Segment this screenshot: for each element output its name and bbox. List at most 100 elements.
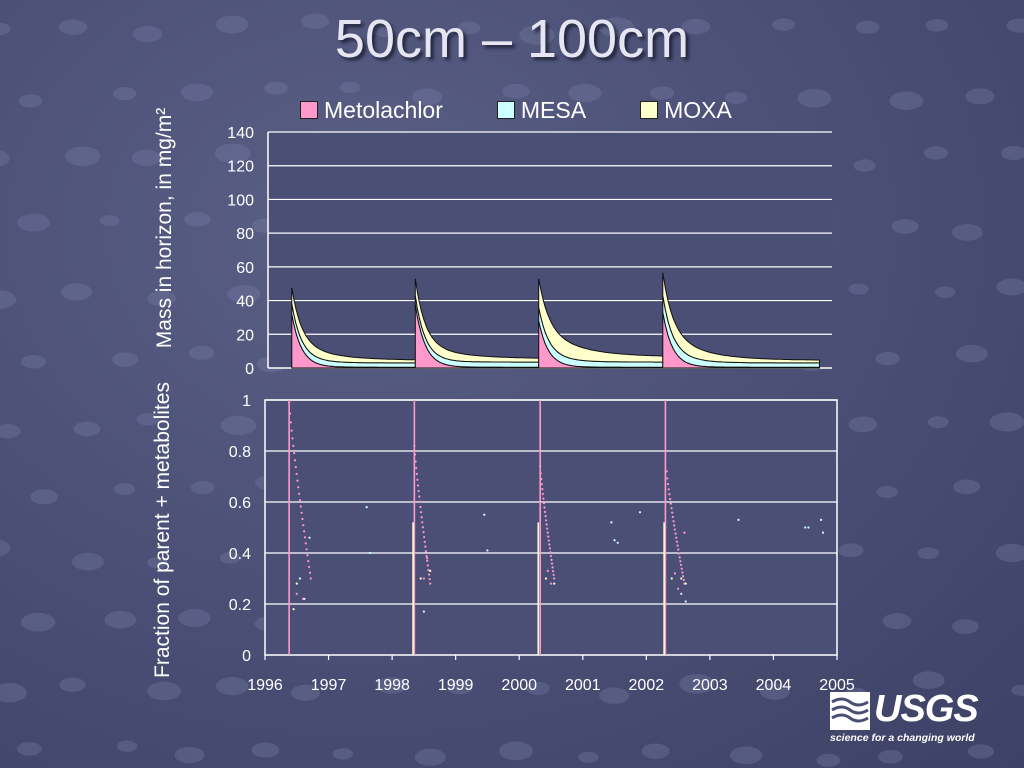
point-mesa bbox=[680, 592, 683, 595]
point-metolachlor bbox=[426, 564, 429, 567]
background-dot bbox=[0, 423, 21, 439]
point-metolachlor bbox=[289, 421, 292, 424]
top-ytick-label: 60 bbox=[236, 260, 254, 277]
background-dot bbox=[104, 610, 137, 629]
top-ytick-label: 80 bbox=[236, 226, 254, 243]
background-dot bbox=[17, 213, 50, 232]
bottom-xtick-label: 2002 bbox=[629, 677, 665, 694]
background-dot bbox=[816, 753, 841, 767]
top-ytick-label: 140 bbox=[227, 125, 254, 142]
background-dot bbox=[917, 547, 940, 560]
background-dot bbox=[889, 91, 924, 111]
background-dot bbox=[996, 278, 1024, 296]
background-dot bbox=[412, 88, 443, 106]
bottom-xtick-label: 1998 bbox=[374, 677, 410, 694]
point-metolachlor bbox=[423, 540, 426, 543]
bottom-xtick-label: 2003 bbox=[692, 677, 728, 694]
point-metolachlor bbox=[416, 484, 420, 487]
point-metolachlor bbox=[425, 554, 428, 558]
background-dot bbox=[891, 219, 919, 234]
legend-swatch-mesa bbox=[496, 101, 515, 119]
point-moxa bbox=[680, 577, 683, 580]
point-metolachlor bbox=[549, 582, 553, 585]
background-dot bbox=[989, 412, 1024, 432]
point-metolachlor bbox=[676, 544, 679, 547]
point-mesa bbox=[298, 577, 302, 580]
point-metolachlor bbox=[549, 551, 552, 554]
background-dot bbox=[927, 416, 949, 429]
background-dot bbox=[1000, 145, 1024, 161]
bottom-plot-border bbox=[264, 399, 838, 656]
point-metolachlor bbox=[300, 511, 303, 514]
top-ytick-label: 120 bbox=[227, 159, 254, 176]
background-dot bbox=[568, 83, 602, 103]
background-dot bbox=[925, 19, 949, 32]
point-moxa bbox=[544, 577, 548, 580]
point-mesa bbox=[820, 518, 823, 521]
point-metolachlor bbox=[422, 577, 425, 580]
point-metolachlor bbox=[293, 452, 296, 455]
point-metolachlor bbox=[302, 524, 305, 527]
point-metolachlor bbox=[677, 552, 681, 555]
background-dot bbox=[498, 741, 534, 761]
point-metolachlor bbox=[420, 516, 423, 519]
background-dot bbox=[21, 612, 56, 632]
background-dot bbox=[0, 683, 27, 703]
point-metolachlor bbox=[677, 587, 680, 590]
usgs-word: USGS bbox=[874, 688, 979, 730]
point-metolachlor bbox=[304, 542, 307, 545]
legend-label-moxa: MOXA bbox=[664, 96, 732, 123]
point-metolachlor bbox=[426, 559, 429, 562]
point-metolachlor bbox=[678, 556, 681, 559]
point-moxa bbox=[295, 582, 298, 585]
point-metolachlor bbox=[542, 501, 546, 505]
point-metolachlor bbox=[546, 569, 549, 572]
point-metolachlor bbox=[421, 526, 425, 529]
point-metolachlor bbox=[422, 531, 425, 534]
point-metolachlor bbox=[548, 547, 551, 550]
background-dot bbox=[598, 17, 635, 37]
point-mesa bbox=[422, 610, 425, 613]
point-moxa bbox=[553, 582, 556, 585]
point-metolachlor bbox=[668, 497, 672, 501]
bottom-xtick-label: 2000 bbox=[501, 677, 537, 694]
point-metolachlor bbox=[427, 568, 430, 572]
background-dot bbox=[875, 351, 900, 366]
background-dot bbox=[184, 212, 211, 227]
point-metolachlor bbox=[675, 540, 679, 543]
background-dot bbox=[838, 543, 864, 558]
point-metolachlor bbox=[547, 539, 550, 542]
point-metolachlor bbox=[298, 492, 301, 495]
point-metolachlor bbox=[307, 559, 310, 563]
point-metolachlor bbox=[666, 477, 669, 480]
point-metolachlor bbox=[550, 562, 554, 565]
background-dot bbox=[934, 286, 956, 298]
point-metolachlor bbox=[681, 575, 685, 578]
bottom-ytick-label: 0.6 bbox=[229, 495, 251, 512]
legend-swatch-metolachlor bbox=[300, 101, 318, 119]
point-metolachlor bbox=[541, 488, 544, 491]
point-metolachlor bbox=[292, 444, 295, 447]
background-dot bbox=[147, 557, 168, 569]
background-dot bbox=[188, 345, 215, 360]
bottom-xtick-label: 2004 bbox=[756, 677, 792, 694]
background-dot bbox=[147, 290, 177, 307]
background-dot bbox=[446, 679, 473, 695]
bottom-xtick-label: 1997 bbox=[311, 677, 347, 694]
background-dot bbox=[878, 749, 903, 764]
point-moxa bbox=[419, 577, 422, 580]
background-dot bbox=[99, 215, 120, 227]
point-metolachlor bbox=[413, 453, 417, 456]
point-metolachlor bbox=[297, 486, 300, 489]
background-dot bbox=[180, 83, 214, 102]
background-dot bbox=[58, 19, 87, 35]
point-mesa bbox=[483, 513, 486, 516]
background-dot bbox=[215, 15, 249, 34]
point-mesa bbox=[303, 597, 306, 601]
background-dot bbox=[220, 415, 257, 436]
background-dot bbox=[848, 416, 878, 433]
point-mesa bbox=[821, 531, 825, 534]
background-dot bbox=[178, 609, 211, 627]
background-dot bbox=[953, 479, 981, 495]
